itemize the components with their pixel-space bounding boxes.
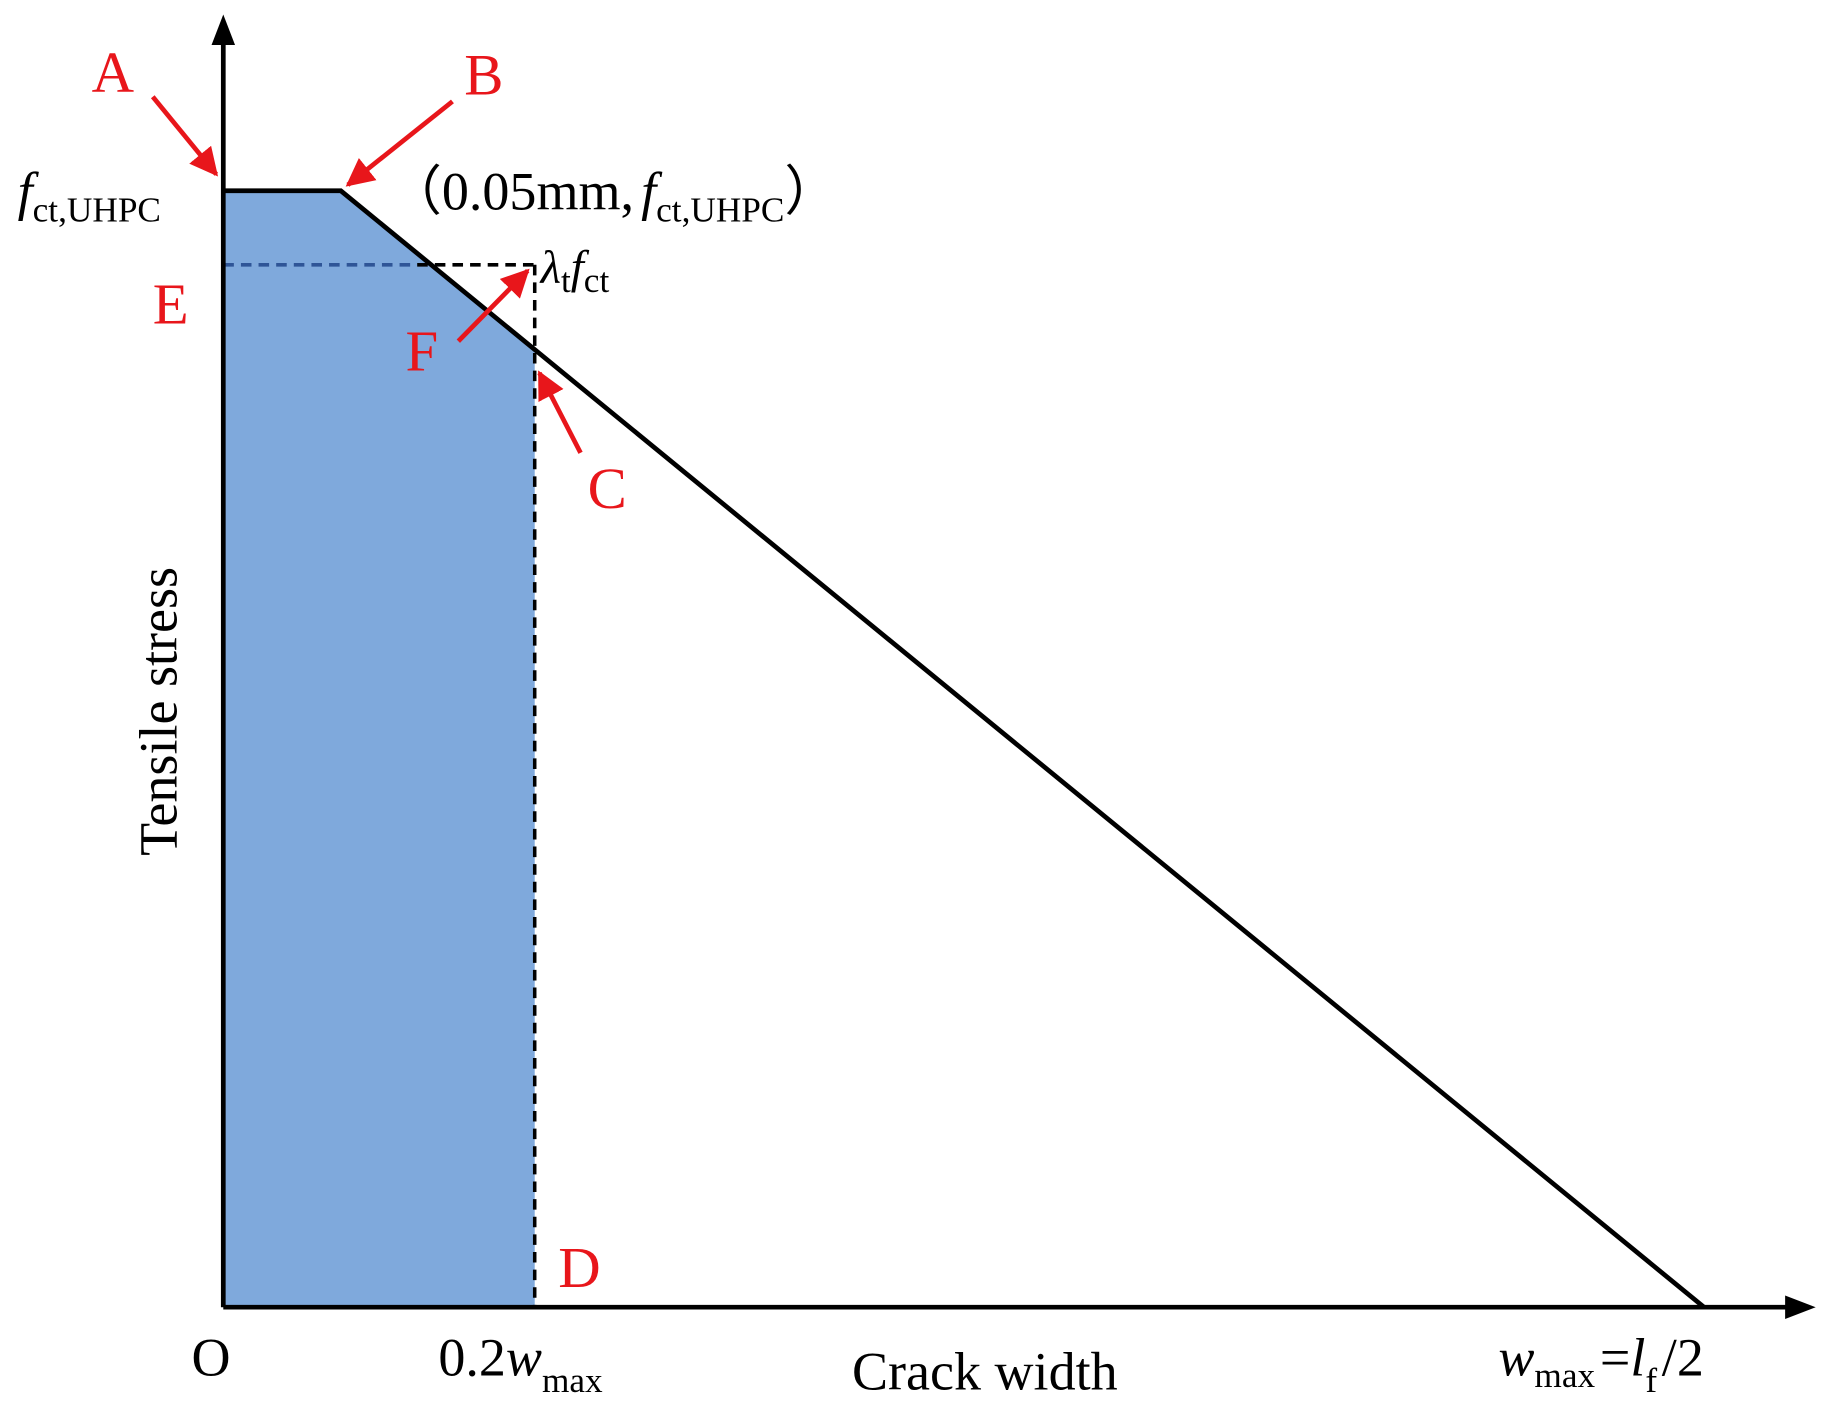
point-label: D [558,1235,600,1300]
arrow [345,99,454,187]
text: = [1600,1327,1630,1387]
text: ct,UHPC [656,190,784,229]
text: λ [539,241,561,293]
arrow [150,95,219,177]
y-arrow [211,14,236,46]
text: max [542,1361,603,1400]
point-label: A [92,40,134,105]
y-axis-title: Tensile stress [128,567,188,856]
stress-label: fct,UHPC [18,162,161,230]
text: ） [784,162,838,222]
x-arrow [1785,1295,1816,1319]
text: ct,UHPC [33,190,161,229]
curve [223,188,1706,1310]
point-label: B [464,42,503,107]
text: l [1630,1327,1645,1387]
arrow [537,370,583,454]
point-label: C [588,456,627,521]
w-max-label: wmax =lf/2 [1498,1327,1703,1399]
lambda-label: λtfct [539,241,610,299]
text: max [1534,1356,1595,1395]
x-axis-title: Crack width [852,1341,1118,1401]
point-label: E [153,272,189,337]
arrow [456,268,530,343]
x-mark-label: 0.2wmax [438,1327,603,1399]
text: ct [584,261,610,300]
point-b-coord: （0.05mm, fct,UHPC） [388,162,839,230]
text: /2 [1662,1327,1704,1387]
origin-label: O [192,1327,231,1387]
shaded-area [223,190,535,1308]
text: （0.05mm, [388,162,634,222]
text: w [1498,1327,1534,1387]
text: w [506,1327,542,1387]
text: t [561,261,571,300]
text: 0.2 [438,1327,506,1387]
point-label: F [405,319,438,384]
text: f [1645,1361,1657,1400]
